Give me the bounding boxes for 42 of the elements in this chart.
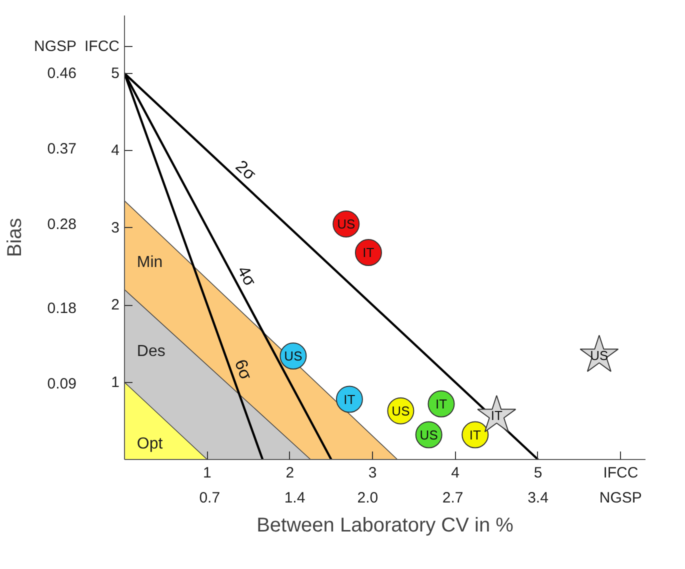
annotation: US xyxy=(337,216,356,232)
y2-tick-label: 0.28 xyxy=(47,216,77,233)
series-label: Min xyxy=(136,254,163,272)
x-tick-label: 4 xyxy=(451,464,460,482)
y-tick-label: 2 xyxy=(111,296,120,314)
annotation: IT xyxy=(490,408,502,423)
annotation: 6σ xyxy=(230,356,256,383)
series-label: Des xyxy=(136,342,166,360)
x2-tick-label: 2.7 xyxy=(442,490,464,506)
y-tick-label: IFCC xyxy=(84,38,120,55)
x-tick-label: 1 xyxy=(203,464,212,482)
y2-tick-label: NGSP xyxy=(34,38,77,56)
annotation: IT xyxy=(362,245,374,260)
annotation: US xyxy=(590,348,609,363)
x2-tick-label: 3.4 xyxy=(528,490,548,506)
series-label: Opt xyxy=(136,436,164,453)
y-tick-label: 1 xyxy=(111,374,120,391)
y2-tick-label: 0.09 xyxy=(47,375,77,392)
x-tick-label: IFCC xyxy=(603,464,638,482)
annotation: IT xyxy=(469,427,481,442)
annotation: IT xyxy=(435,396,448,412)
x2-tick-label: NGSP xyxy=(599,490,642,506)
x2-tick-label: 0.7 xyxy=(199,490,220,506)
annotation: 2σ xyxy=(232,156,260,184)
annotation: US xyxy=(420,427,438,442)
annotation: 4σ xyxy=(233,262,260,290)
y-tick-label: 5 xyxy=(111,64,120,82)
x2-tick-label: 1.4 xyxy=(284,490,306,506)
annotation: US xyxy=(284,348,303,364)
y2-axis-title: Bias xyxy=(4,218,26,257)
y2-tick-label: 0.18 xyxy=(47,300,77,317)
x-axis-title: Between Laboratory CV in % xyxy=(256,514,514,536)
y2-tick-label: 0.46 xyxy=(47,64,77,82)
x-tick-label: 5 xyxy=(534,464,542,482)
x2-tick-label: 2.0 xyxy=(357,490,378,506)
annotation: IT xyxy=(344,392,356,407)
annotation: US xyxy=(392,403,410,418)
y2-tick-label: 0.37 xyxy=(47,140,77,158)
x-tick-label: 2 xyxy=(286,464,294,482)
x-tick-label: 3 xyxy=(368,464,377,482)
y-tick-label: 4 xyxy=(111,142,120,160)
y-tick-label: 3 xyxy=(111,219,120,236)
